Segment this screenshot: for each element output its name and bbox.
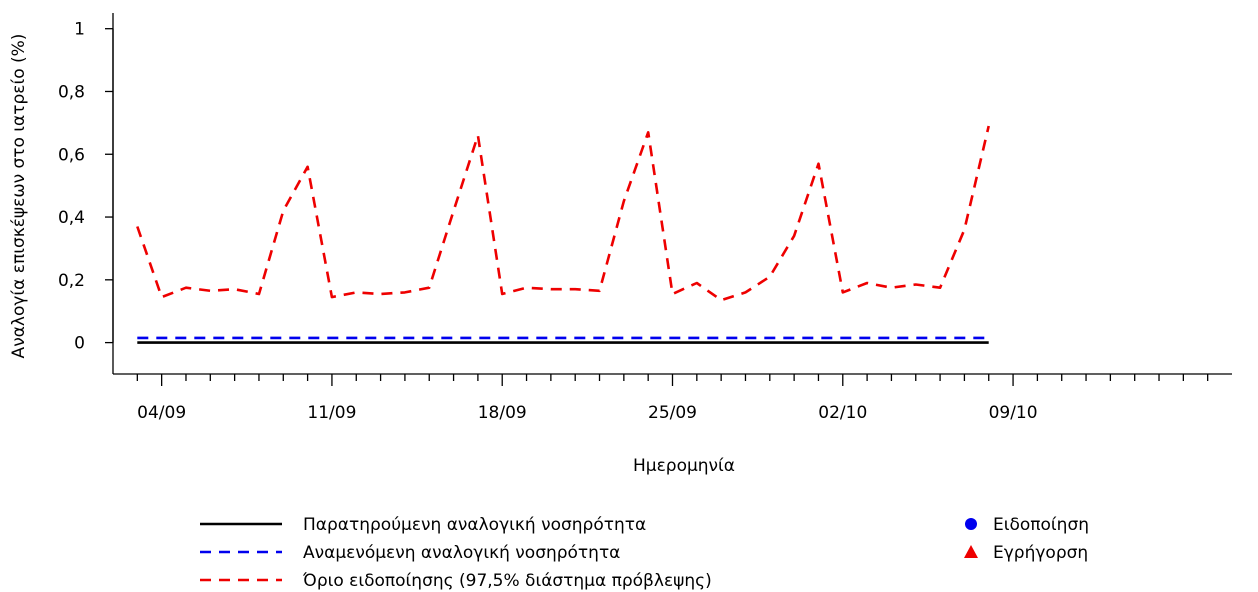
y-axis-title: Αναλογία επισκέψεων στο ιατρείο (%) (9, 34, 29, 359)
legend-label-observed: Παρατηρούμενη αναλογική νοσηρότητα (303, 515, 646, 535)
series-layer (136, 125, 990, 344)
legend-label-expected: Αναμενόμενη αναλογική νοσηρότητα (303, 543, 620, 563)
legend-marker-notification (965, 518, 977, 530)
legend-marker-alert (964, 545, 978, 558)
x-tick-label: 25/09 (648, 403, 697, 423)
legend-label-notification: Ειδοποίηση (993, 515, 1089, 535)
y-tick-label: 0,2 (58, 271, 85, 291)
x-tick-label: 09/10 (989, 403, 1038, 423)
x-axis: 04/09 11/09 18/09 25/09 02/10 09/10 (113, 373, 1232, 423)
x-tick-label: 18/09 (478, 403, 527, 423)
x-tick-label: 04/09 (137, 403, 186, 423)
y-tick-label: 0,8 (58, 82, 85, 102)
series-threshold-line (136, 125, 990, 302)
x-tick-label: 02/10 (818, 403, 867, 423)
x-tick-label: 11/09 (307, 403, 356, 423)
y-axis: 0 0,2 0,4 0,6 0,8 1 (58, 13, 114, 374)
legend-label-threshold: Όριο ειδοποίησης (97,5% διάστημα πρόβλεψ… (302, 571, 712, 591)
x-axis-title: Ημερομηνία (633, 456, 735, 476)
legend: Παρατηρούμενη αναλογική νοσηρότητα Αναμε… (200, 515, 1089, 591)
y-tick-label: 0 (74, 334, 85, 354)
y-tick-label: 0,6 (58, 145, 85, 165)
y-tick-label: 0,4 (58, 208, 85, 228)
legend-label-alert: Εγρήγορση (993, 543, 1088, 563)
y-tick-label: 1 (74, 20, 85, 40)
